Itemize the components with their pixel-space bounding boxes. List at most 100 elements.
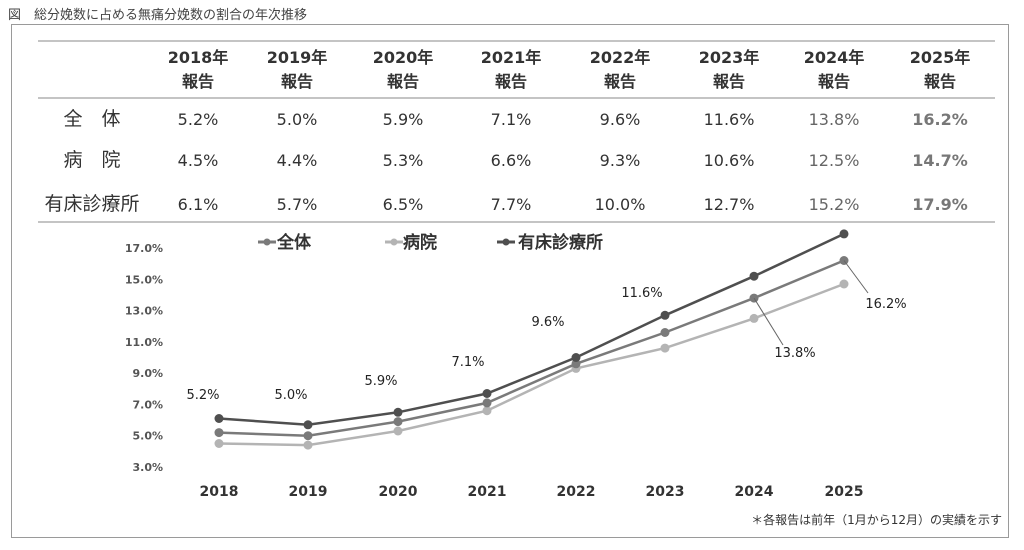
data-point-0-1 bbox=[303, 431, 313, 441]
table-cell-0-5: 11.6% bbox=[704, 110, 755, 129]
x-tick-label-0: 2018 bbox=[200, 484, 239, 500]
table-cell-2-7: 17.9% bbox=[912, 195, 968, 214]
chart-axes: 3.0% 5.0% 7.0% 9.0% 11.0% 13.0% 15.0% 17.0% 2018… bbox=[125, 242, 864, 500]
table-header-report-2: 報告 bbox=[387, 72, 419, 91]
table-header-report-6: 報告 bbox=[818, 72, 850, 91]
series-2 bbox=[214, 229, 849, 430]
x-tick-label-6: 2024 bbox=[735, 484, 774, 500]
data-point-1-0 bbox=[214, 439, 224, 448]
series-line-2 bbox=[218, 232, 845, 427]
table-header-year-0: 2018年 bbox=[168, 48, 229, 67]
legend-marker-2 bbox=[502, 238, 510, 246]
data-point-0-5 bbox=[660, 328, 670, 337]
table-cell-0-7: 16.2% bbox=[912, 110, 968, 129]
table-header-report-1: 報告 bbox=[281, 72, 313, 91]
data-point-0-0 bbox=[214, 428, 224, 438]
data-point-2-5 bbox=[660, 310, 670, 320]
data-point-1-6 bbox=[749, 313, 759, 323]
table-cell-2-1: 5.7% bbox=[277, 195, 318, 214]
data-point-2-4 bbox=[571, 353, 581, 362]
y-tick-label-3: 9.0% bbox=[132, 367, 163, 380]
table-cell-1-0: 4.5% bbox=[178, 151, 219, 170]
x-tick-label-5: 2023 bbox=[646, 484, 685, 500]
data-label-5: 11.6% bbox=[621, 286, 662, 301]
table-cell-2-3: 7.7% bbox=[491, 195, 532, 214]
data-point-2-3 bbox=[482, 389, 492, 398]
y-tick-label-7: 17.0% bbox=[125, 242, 163, 255]
data-point-1-7 bbox=[839, 279, 849, 289]
table-header-year-3: 2021年 bbox=[481, 48, 542, 67]
data-point-2-6 bbox=[749, 271, 759, 281]
data-point-1-3 bbox=[482, 406, 492, 416]
y-tick-label-1: 5.0% bbox=[132, 430, 163, 443]
data-label-3: 7.1% bbox=[451, 355, 484, 370]
series-0 bbox=[214, 256, 849, 441]
x-tick-label-4: 2022 bbox=[557, 484, 596, 500]
legend-label-1: 病院 bbox=[403, 232, 437, 253]
data-point-1-2 bbox=[393, 426, 403, 436]
table-header-year-4: 2022年 bbox=[590, 48, 651, 67]
chart-legend: 全体 病院 有床診療所 bbox=[258, 232, 603, 253]
table-row-label-0: 全 体 bbox=[63, 108, 120, 130]
data-point-2-0 bbox=[214, 414, 224, 423]
table-cell-2-2: 6.5% bbox=[383, 195, 424, 214]
table-cell-2-0: 6.1% bbox=[178, 195, 219, 214]
table-cell-1-2: 5.3% bbox=[383, 151, 424, 170]
data-point-2-7 bbox=[839, 229, 849, 239]
label-leader-line-1 bbox=[843, 260, 869, 294]
table-cell-2-6: 15.2% bbox=[809, 195, 860, 214]
figure-frame bbox=[11, 24, 1009, 538]
table-row-label-2: 有床診療所 bbox=[44, 193, 139, 215]
data-point-0-2 bbox=[393, 417, 403, 427]
series-line-1 bbox=[218, 282, 845, 447]
chart-data-labels: 5.2% 5.0% 5.9% 7.1% 9.6% 11.6% 13.8% 16.2% bbox=[186, 260, 907, 403]
footnote: ＊各報告は前年（1月から12月）の実績を示す bbox=[751, 513, 1002, 527]
table-cell-0-6: 13.8% bbox=[809, 110, 860, 129]
x-tick-label-7: 2025 bbox=[825, 484, 864, 500]
data-point-1-1 bbox=[303, 440, 313, 450]
y-tick-label-0: 3.0% bbox=[132, 461, 163, 474]
label-leader-line-0 bbox=[753, 297, 784, 346]
table-header-year-7: 2025年 bbox=[910, 48, 971, 67]
table-cell-1-1: 4.4% bbox=[277, 151, 318, 170]
data-label-4: 9.6% bbox=[531, 315, 564, 330]
table-header-report-5: 報告 bbox=[713, 72, 745, 91]
table-cell-1-4: 9.3% bbox=[600, 151, 641, 170]
table-header-report-0: 報告 bbox=[182, 72, 214, 91]
table-header-report-4: 報告 bbox=[604, 72, 636, 91]
figure-caption: 図 総分娩数に占める無痛分娩数の割合の年次推移 bbox=[8, 8, 308, 23]
table-header-report-7: 報告 bbox=[924, 72, 956, 91]
table-header-year-1: 2019年 bbox=[267, 48, 328, 67]
data-label-0: 5.2% bbox=[186, 388, 219, 403]
table-cell-0-0: 5.2% bbox=[178, 110, 219, 129]
data-point-0-4 bbox=[571, 359, 581, 369]
x-tick-label-2: 2020 bbox=[379, 484, 418, 500]
x-tick-label-1: 2019 bbox=[289, 484, 328, 500]
table-row-label-1: 病 院 bbox=[63, 149, 120, 171]
y-tick-label-4: 11.0% bbox=[125, 336, 163, 349]
table-cell-1-6: 12.5% bbox=[809, 151, 860, 170]
legend-item-0: 全体 bbox=[258, 232, 312, 253]
legend-label-2: 有床診療所 bbox=[518, 232, 603, 253]
table-cell-2-4: 10.0% bbox=[595, 195, 646, 214]
legend-label-0: 全体 bbox=[276, 232, 312, 253]
data-point-2-2 bbox=[393, 407, 403, 417]
y-tick-label-5: 13.0% bbox=[125, 305, 163, 318]
series-line-0 bbox=[218, 259, 845, 437]
x-tick-label-3: 2021 bbox=[468, 484, 507, 500]
data-point-0-3 bbox=[482, 398, 492, 408]
y-tick-label-6: 15.0% bbox=[125, 273, 163, 286]
chart-series bbox=[214, 229, 849, 450]
data-label-2: 5.9% bbox=[364, 374, 397, 389]
legend-marker-0 bbox=[263, 238, 271, 246]
data-label-6: 13.8% bbox=[774, 346, 815, 361]
table-cell-1-7: 14.7% bbox=[912, 151, 968, 170]
table-cell-1-5: 10.6% bbox=[704, 151, 755, 170]
table-header-year-2: 2020年 bbox=[373, 48, 434, 67]
table-cell-1-3: 6.6% bbox=[491, 151, 532, 170]
table-cell-0-2: 5.9% bbox=[383, 110, 424, 129]
legend-marker-1 bbox=[390, 238, 398, 246]
table-cell-0-4: 9.6% bbox=[600, 110, 641, 129]
data-point-2-1 bbox=[303, 420, 313, 430]
